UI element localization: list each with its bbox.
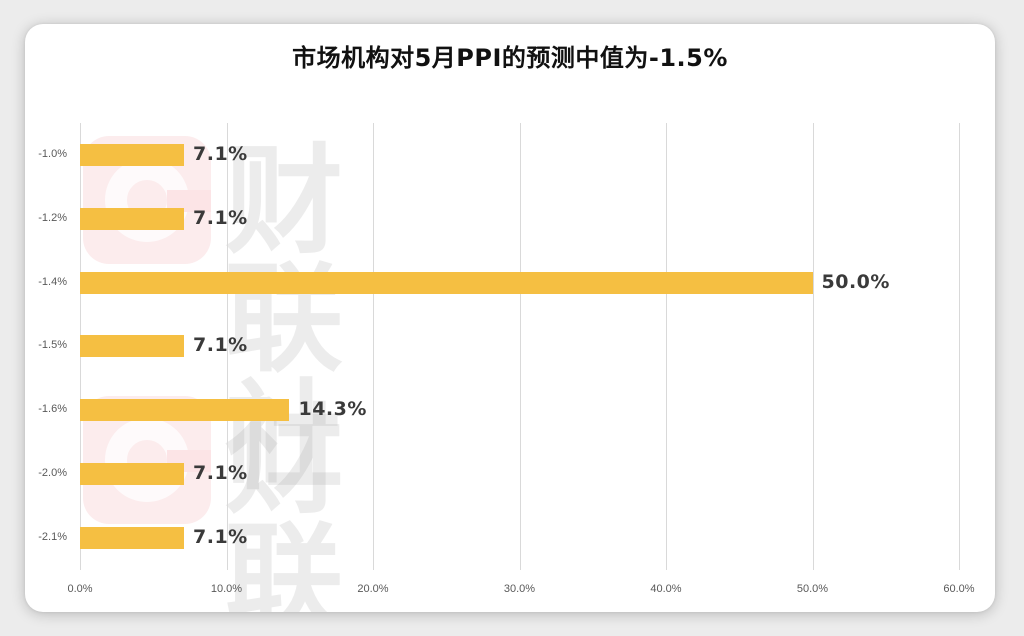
- y-category-label: -1.4%: [38, 275, 67, 288]
- y-category-label: -1.0%: [38, 148, 67, 160]
- gridline: [373, 123, 374, 570]
- x-tick-label: 40.0%: [650, 583, 682, 595]
- gridline: [226, 123, 228, 570]
- x-tick-label: 20.0%: [357, 583, 389, 595]
- bar: [80, 335, 184, 358]
- gridline: [959, 123, 960, 570]
- y-category-label: -1.6%: [38, 403, 67, 416]
- bar: [80, 207, 184, 230]
- chart-card: 市场机构对5月PPI的预测中值为-1.5% 财联社 财联社 0.0%10.0%2…: [25, 24, 995, 612]
- bar: [80, 144, 184, 166]
- bar: [80, 463, 184, 485]
- bar: [80, 271, 813, 294]
- plot-area: 0.0% 10.0% 20.0% 30.0% 40.0% 50.0% 60.0% -1.0% 7…: [25, 24, 995, 612]
- x-tick-label: 0.0%: [67, 583, 93, 595]
- gridline: [519, 123, 521, 570]
- data-label: 7.1%: [193, 334, 248, 357]
- x-tick-label: 10.0%: [210, 583, 243, 595]
- x-tick-label: 30.0%: [503, 583, 536, 595]
- data-label: 14.3%: [298, 398, 367, 421]
- data-label: 7.1%: [193, 525, 248, 548]
- x-tick-label: 60.0%: [943, 583, 975, 595]
- y-category-label: -2.0%: [38, 467, 67, 479]
- gridline: [666, 123, 667, 570]
- data-label: 7.1%: [193, 206, 248, 229]
- data-label: 50.0%: [821, 270, 890, 293]
- y-category-label: -2.1%: [38, 530, 67, 543]
- y-category-label: -1.2%: [38, 211, 67, 224]
- data-label: 7.1%: [193, 143, 248, 165]
- bar: [80, 526, 184, 549]
- bar: [80, 399, 290, 422]
- chart-title: 市场机构对5月PPI的预测中值为-1.5%: [292, 44, 728, 72]
- gridline: [812, 123, 814, 570]
- data-label: 7.1%: [193, 462, 248, 484]
- y-category-label: -1.5%: [38, 339, 67, 352]
- x-tick-label: 50.0%: [796, 583, 829, 595]
